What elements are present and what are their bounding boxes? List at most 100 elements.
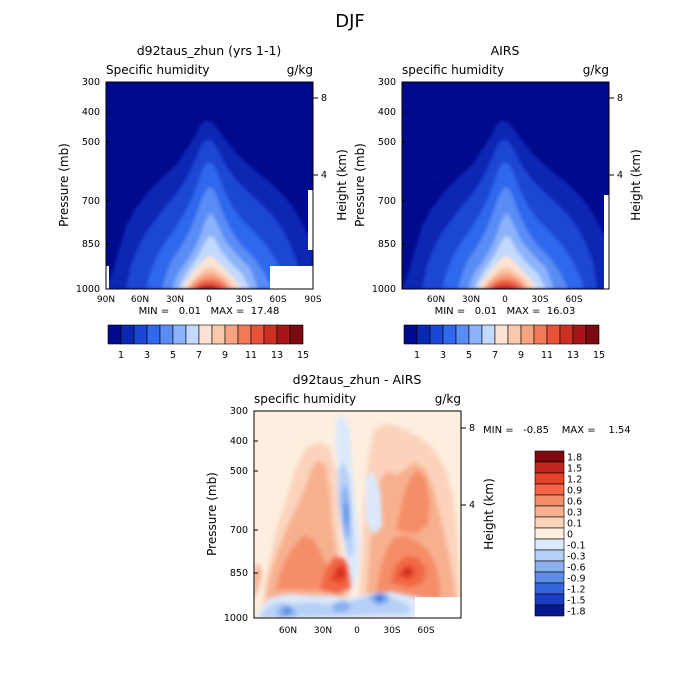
contour-neg-0.6 bbox=[344, 502, 349, 528]
y-tick-label: 300 bbox=[378, 77, 396, 88]
x-tick-label: 30S bbox=[531, 295, 548, 305]
contour-pos-0.6 bbox=[276, 535, 334, 590]
colorbar bbox=[107, 324, 304, 345]
x-axis-ticks: 90N 60N 30N 0 30S 60S 90S bbox=[97, 295, 322, 305]
y-axis-right-ticks: 8 4 bbox=[313, 93, 327, 181]
panel-subtitle: Specific humidity bbox=[106, 63, 210, 77]
colorbar-label: -1.5 bbox=[567, 596, 586, 607]
colorbar-label: 13 bbox=[567, 350, 579, 361]
colorbar-label: 0.9 bbox=[567, 486, 582, 497]
colorbar-label: 15 bbox=[297, 350, 309, 361]
colorbar-swatch bbox=[585, 324, 600, 345]
colorbar-swatch bbox=[455, 324, 470, 345]
y-tick-label: 1000 bbox=[372, 284, 396, 295]
x-tick-label: 0 bbox=[354, 626, 360, 636]
colorbar-labels: 1.81.51.20.90.60.30.10-0.1-0.3-0.6-0.9-1… bbox=[567, 453, 586, 618]
colorbar-swatch bbox=[534, 549, 565, 562]
x-tick-label: 30S bbox=[235, 295, 252, 305]
colorbar-label: -0.1 bbox=[567, 541, 586, 552]
colorbar-label: 11 bbox=[541, 350, 553, 361]
contour-pos-0.6 bbox=[396, 470, 430, 534]
colorbar-swatch bbox=[534, 450, 565, 463]
colorbar-swatch bbox=[534, 593, 565, 606]
colorbar-label: 1.2 bbox=[567, 475, 582, 486]
colorbar-swatch bbox=[263, 324, 278, 345]
plot-frame bbox=[253, 410, 462, 619]
panel-subtitle: specific humidity bbox=[254, 392, 356, 406]
colorbar-swatch bbox=[276, 324, 291, 345]
colorbar-swatch bbox=[534, 461, 565, 474]
colorbar-label: 1.5 bbox=[567, 464, 582, 475]
colorbar-swatch bbox=[224, 324, 239, 345]
colorbar-swatch bbox=[237, 324, 252, 345]
x-tick-label: 60S bbox=[269, 295, 286, 305]
panel-title: d92taus_zhun (yrs 1-1) bbox=[137, 43, 282, 58]
colorbar-label: 3 bbox=[440, 350, 446, 361]
colorbar-label: 7 bbox=[492, 350, 498, 361]
y-tick-label: 850 bbox=[230, 568, 248, 579]
colorbar-swatch bbox=[429, 324, 444, 345]
y-tick-label: 1000 bbox=[224, 613, 248, 624]
x-tick-label: 60S bbox=[417, 626, 434, 636]
x-axis-ticks: 60N 30N 0 30S 60S bbox=[279, 626, 435, 636]
colorbar-label: -0.6 bbox=[567, 563, 586, 574]
panel-model: d92taus_zhun (yrs 1-1) Specific humidity… bbox=[57, 43, 349, 361]
x-tick-label: 30N bbox=[314, 626, 332, 636]
y-tick-label: 700 bbox=[378, 196, 396, 207]
contour-pos-1.5 bbox=[336, 569, 344, 577]
colorbar-swatch bbox=[572, 324, 587, 345]
x-tick-label: 60N bbox=[131, 295, 149, 305]
colorbar-swatch bbox=[534, 483, 565, 496]
colorbar-swatch bbox=[534, 505, 565, 518]
colorbar-label: 1.8 bbox=[567, 453, 582, 464]
stats-text: MIN = 0.01 MAX = 17.48 bbox=[139, 306, 280, 317]
colorbar-label: 3 bbox=[144, 350, 150, 361]
x-tick-label: 0 bbox=[206, 295, 212, 305]
colorbar-swatch bbox=[546, 324, 561, 345]
colorbar-swatch bbox=[494, 324, 509, 345]
colorbar-swatch bbox=[416, 324, 431, 345]
y-right-tick-label: 8 bbox=[321, 93, 327, 104]
colorbar-swatch bbox=[146, 324, 161, 345]
colorbar-labels: 1 3 5 7 9 11 13 15 bbox=[414, 350, 605, 361]
colorbar-swatch bbox=[507, 324, 522, 345]
colorbar-label: 0.3 bbox=[567, 508, 582, 519]
colorbar-swatch bbox=[289, 324, 304, 345]
plot-frame bbox=[401, 81, 610, 290]
x-tick-label: 0 bbox=[502, 295, 508, 305]
y-tick-label: 300 bbox=[230, 406, 248, 417]
y-axis-label: Pressure (mb) bbox=[57, 143, 71, 227]
colorbar-swatch bbox=[534, 582, 565, 595]
colorbar-swatch bbox=[534, 538, 565, 551]
contour-field bbox=[254, 411, 461, 618]
y-axis-label: Pressure (mb) bbox=[353, 143, 367, 227]
y-tick-label: 850 bbox=[82, 239, 100, 250]
contour-pos-0.3 bbox=[254, 562, 262, 600]
colorbar-label: 9 bbox=[222, 350, 228, 361]
panel-title: AIRS bbox=[491, 43, 520, 58]
colorbar-swatch bbox=[159, 324, 174, 345]
colorbar-label: -1.8 bbox=[567, 607, 586, 618]
contour-neg-0 bbox=[366, 470, 382, 535]
colorbar-label: -1.2 bbox=[567, 585, 586, 596]
colorbar-swatch bbox=[520, 324, 535, 345]
colorbar-swatch bbox=[559, 324, 574, 345]
colorbar-labels: 1 3 5 7 9 11 13 15 bbox=[118, 350, 309, 361]
colorbar-label: -0.3 bbox=[567, 552, 586, 563]
contour-neg-0.3 bbox=[332, 600, 352, 612]
colorbar-label: 13 bbox=[271, 350, 283, 361]
colorbar-swatch bbox=[533, 324, 548, 345]
y-tick-label: 500 bbox=[82, 137, 100, 148]
topography-mask bbox=[415, 597, 461, 618]
contour-field bbox=[106, 82, 313, 289]
colorbar-swatch bbox=[468, 324, 483, 345]
contour-neg-0.6 bbox=[282, 606, 292, 616]
colorbar-swatch bbox=[534, 571, 565, 584]
colorbar-label: 1 bbox=[118, 350, 124, 361]
panel-units: g/kg bbox=[287, 63, 313, 77]
colorbar-swatch bbox=[534, 560, 565, 573]
x-tick-label: 30N bbox=[462, 295, 480, 305]
y-tick-label: 1000 bbox=[76, 284, 100, 295]
x-tick-label: 60S bbox=[565, 295, 582, 305]
colorbar-swatch bbox=[120, 324, 135, 345]
